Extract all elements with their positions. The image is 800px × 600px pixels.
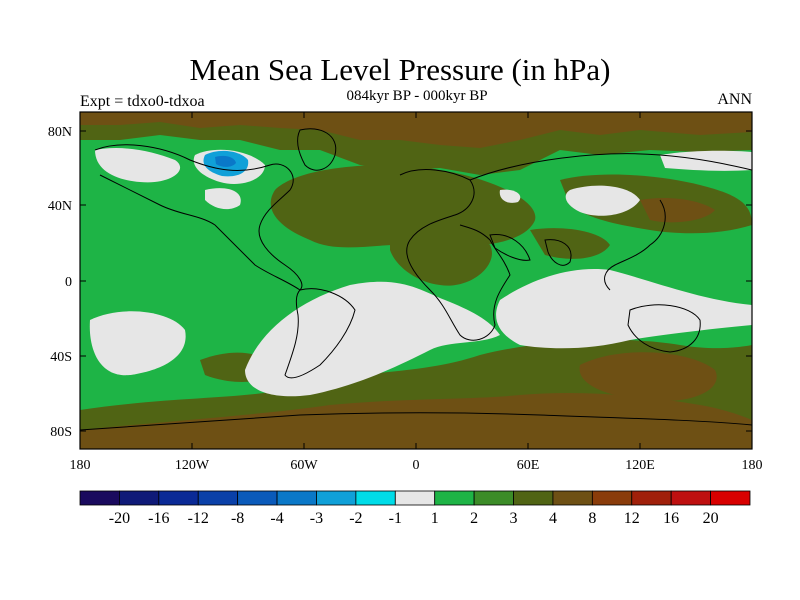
colorbar-label: 8 — [588, 510, 596, 527]
lon-tick-label: 60W — [290, 458, 318, 473]
colorbar-label: -8 — [231, 510, 244, 527]
colorbar-swatch — [473, 490, 514, 506]
colorbar-swatch — [591, 490, 633, 506]
colorbar-swatch — [79, 490, 120, 506]
field-south-pacific-grey — [89, 311, 186, 376]
colorbar-swatch — [158, 490, 199, 506]
map-subtitle: 084kyr BP - 000kyr BP — [346, 88, 488, 104]
field-arctic-brown — [80, 112, 752, 148]
field-north-america-grey — [95, 148, 181, 183]
lon-tick-label: 120W — [175, 458, 210, 473]
coastlines — [80, 128, 752, 431]
colorbar-label: -4 — [270, 510, 283, 527]
lat-tick-label: 40N — [48, 199, 72, 214]
field-indian-ocean-grey — [496, 269, 752, 349]
lat-tick-label: 40S — [50, 350, 72, 365]
colorbar-label: 4 — [549, 510, 557, 527]
colorbar-swatch — [355, 490, 396, 506]
colorbar-label: -1 — [389, 510, 402, 527]
lat-tick-label: 80S — [50, 425, 72, 440]
field-south-indian-brown — [579, 352, 717, 401]
experiment-label: Expt = tdxo0-tdxoa — [80, 93, 205, 110]
lon-tick-label: 60E — [517, 458, 540, 473]
latitude-axis: 80N 40N 0 40S 80S — [48, 125, 752, 440]
colorbar-label: 16 — [663, 510, 679, 527]
field-south-atlantic-grey — [245, 281, 500, 397]
colorbar-swatch — [197, 490, 239, 506]
lon-tick-label: 120E — [625, 458, 655, 473]
field-pacific-grey — [205, 188, 241, 210]
lat-tick-label: 0 — [65, 275, 72, 290]
colorbar-label: -16 — [148, 510, 169, 527]
field-atlantic-olive — [270, 165, 536, 248]
colorbar-label: 2 — [470, 510, 478, 527]
colorbar-label: -20 — [109, 510, 130, 527]
lat-tick-label: 80N — [48, 125, 72, 140]
map-fields — [80, 112, 752, 449]
colorbar-swatch — [394, 490, 436, 506]
colorbar-label: 1 — [431, 510, 439, 527]
colorbar-label: 12 — [624, 510, 640, 527]
colorbar-swatch — [552, 490, 593, 506]
colorbar-swatch — [710, 490, 751, 506]
field-hudson-negative-core — [215, 155, 236, 167]
colorbar-swatch — [670, 490, 711, 506]
colorbar-swatch — [434, 490, 475, 506]
colorbar-label: 20 — [703, 510, 719, 527]
lon-tick-label: 180 — [742, 458, 763, 473]
colorbar-swatch — [237, 490, 278, 506]
field-southern-brown — [80, 393, 752, 449]
colorbar-label: 3 — [510, 510, 518, 527]
field-pacific-brown — [640, 198, 715, 223]
colorbar-label: -3 — [310, 510, 323, 527]
field-africa-olive — [390, 229, 492, 286]
lon-tick-label: 180 — [70, 458, 91, 473]
colorbar-swatch — [119, 490, 160, 506]
colorbar-label: -12 — [188, 510, 209, 527]
colorbar: -20 -16 -12 -8 -4 -3 -2 -1 1 2 3 4 8 12 16 20 — [79, 490, 751, 527]
map-title: Mean Sea Level Pressure (in hPa) — [189, 52, 611, 87]
colorbar-swatch — [316, 490, 357, 506]
field-asia-small-grey — [499, 189, 521, 203]
colorbar-label: -2 — [349, 510, 362, 527]
colorbar-swatch — [513, 490, 554, 506]
field-eurasia-grey — [565, 185, 640, 216]
field-india-olive — [530, 228, 610, 259]
lon-tick-label: 0 — [413, 458, 420, 473]
season-label: ANN — [717, 91, 752, 108]
colorbar-swatch — [631, 490, 672, 506]
longitude-axis: 180 120W 60W 0 60E 120E 180 — [70, 112, 763, 473]
colorbar-swatch — [276, 490, 317, 506]
